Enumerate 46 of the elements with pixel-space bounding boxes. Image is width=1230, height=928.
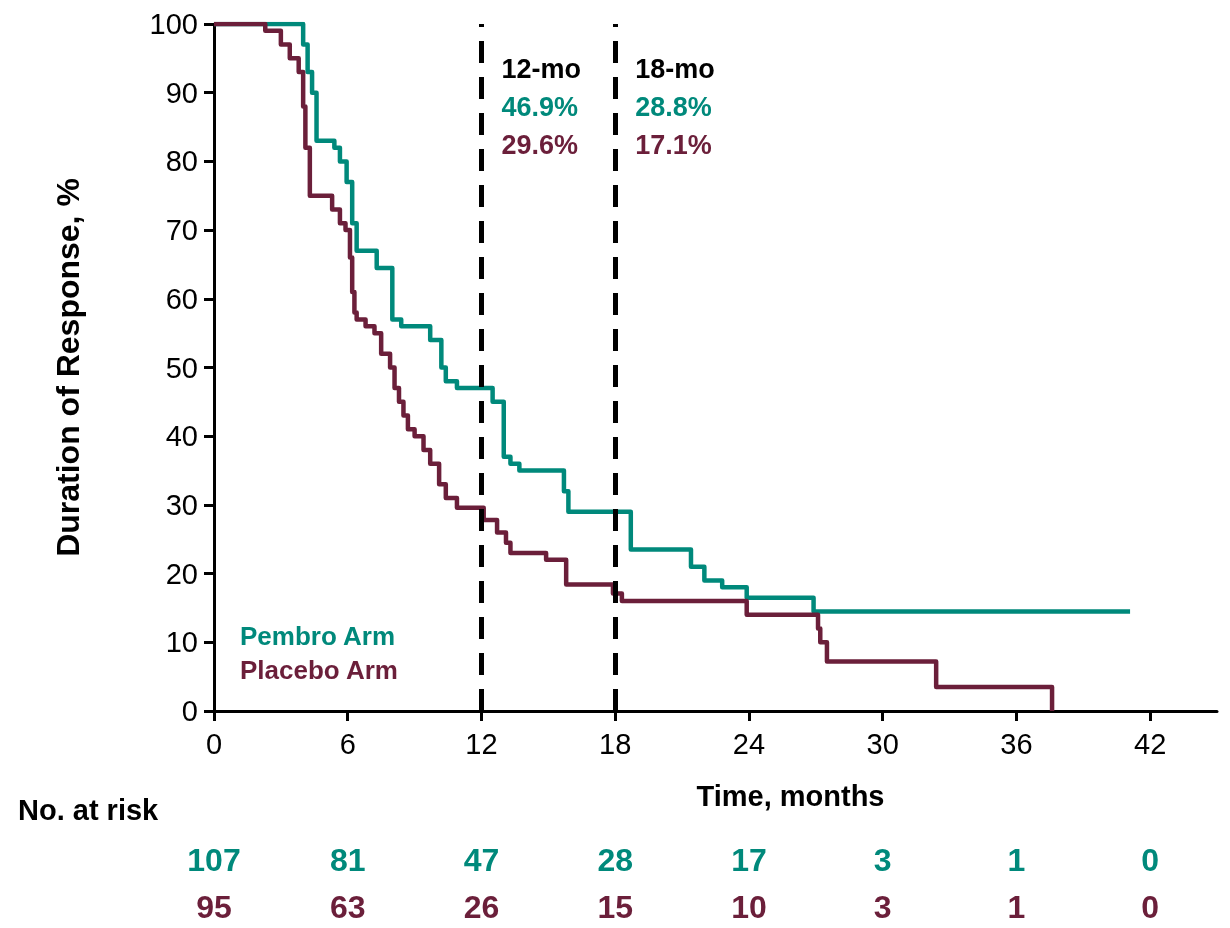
y-tick-label: 50 <box>165 351 198 384</box>
text: 0 <box>1140 842 1160 878</box>
text: 3 <box>872 842 893 878</box>
text: 28 <box>596 842 634 878</box>
annotation: 12-mo <box>501 53 581 84</box>
annotation: 28.8% <box>635 91 712 122</box>
text: 107 <box>186 842 242 878</box>
annotation: 18-mo <box>635 53 715 84</box>
annotation: 46.9% <box>501 91 579 122</box>
text: 1 <box>1006 889 1027 925</box>
x-axis-title: Time, months <box>696 779 885 812</box>
text: Placebo Arm <box>240 655 398 685</box>
annotation: 29.6% <box>501 129 579 160</box>
text: Pembro Arm <box>240 621 396 651</box>
y-tick-label: 70 <box>165 214 198 247</box>
text: No. at risk <box>18 793 160 826</box>
y-tick-label: 20 <box>165 557 198 590</box>
x-tick-label: 0 <box>205 727 223 760</box>
y-tick-label: 10 <box>165 626 198 659</box>
x-tick-label: 24 <box>732 727 766 760</box>
text: 81 <box>328 842 367 878</box>
text: 15 <box>596 889 634 925</box>
x-tick-label: 18 <box>599 727 632 760</box>
y-axis-title: Duration of Response, % <box>50 178 86 557</box>
text: 1 <box>1006 842 1027 878</box>
y-tick-label: 40 <box>165 420 198 453</box>
text: 10 <box>730 889 768 925</box>
text: 3 <box>872 889 893 925</box>
x-tick-label: 6 <box>339 727 356 760</box>
text: 0 <box>1140 889 1160 925</box>
text: 95 <box>195 889 233 925</box>
x-tick-label: 12 <box>465 727 498 760</box>
text: 26 <box>462 889 501 925</box>
text: 47 <box>462 842 501 878</box>
y-tick-label: 30 <box>165 488 198 521</box>
text: 63 <box>328 889 367 925</box>
y-tick-label: 0 <box>181 695 198 727</box>
annotation: 17.1% <box>635 129 712 160</box>
text: 17 <box>730 842 768 878</box>
y-tick-label: 90 <box>165 76 198 109</box>
y-tick-label: 100 <box>149 8 198 40</box>
x-tick-label: 36 <box>1000 727 1033 760</box>
x-tick-label: 42 <box>1134 727 1167 760</box>
y-tick-label: 80 <box>165 145 198 178</box>
y-tick-label: 60 <box>165 282 198 315</box>
x-tick-label: 30 <box>866 727 899 760</box>
